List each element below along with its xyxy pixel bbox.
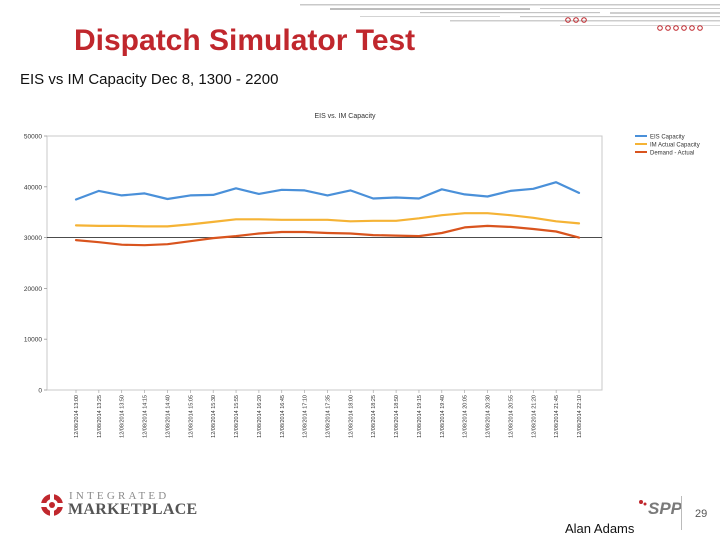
presenter-name: Alan Adams [565,521,635,536]
y-tick-label: 20000 [24,286,42,293]
series-line [74,224,581,247]
x-tick-label: 12/08/2014 19:15 [417,395,423,438]
spp-logo-text: SPP [648,499,683,518]
x-tick-label: 12/08/2014 20:05 [463,395,469,438]
deco-line-8 [450,20,720,22]
page-number: 29 [695,508,708,520]
logo-text-integrated: INTEGRATED [69,490,170,502]
plot-frame [46,135,603,391]
deco-line-6 [360,16,500,17]
x-tick-label: 12/08/2014 16:45 [280,395,286,438]
y-tick-label: 40000 [24,184,42,191]
header-decoration-lines [300,4,720,26]
series-line [74,212,581,228]
x-tick-label: 12/08/2014 18:50 [394,395,400,438]
x-tick-label: 12/08/2014 13:00 [74,395,80,438]
x-tick-label: 12/08/2014 15:05 [188,395,194,438]
logo-text-marketplace: MARKETPLACE [68,501,198,518]
deco-line-1 [300,4,720,6]
y-tick-label: 0 [38,388,42,395]
slide-title: Dispatch Simulator Test [74,24,416,57]
slide-subtitle: EIS vs IM Capacity Dec 8, 1300 - 2200 [20,71,279,88]
x-tick-label: 12/08/2014 21:45 [554,395,560,438]
x-tick-label: 12/08/2014 13:25 [97,395,103,438]
footer-divider [681,496,682,530]
x-tick-label: 12/08/2014 16:20 [257,395,263,438]
header-decoration-dots-left [565,17,587,23]
x-tick-label: 12/08/2014 14:40 [165,395,171,438]
line-chart: EIS vs. IM Capacity 50000 40000 30000 20000 1… [24,113,700,438]
x-tick-label: 12/08/2014 14:15 [143,395,149,438]
chart-title: EIS vs. IM Capacity [314,113,376,120]
deco-line-7 [520,16,720,18]
header-decoration-dots-right [657,25,703,31]
x-tick-label: 12/08/2014 20:55 [508,395,514,438]
deco-line-9 [560,25,720,26]
y-tick-label: 10000 [24,337,42,344]
x-tick-label: 12/08/2014 18:00 [348,395,354,438]
x-tick-label: 12/08/2014 21:20 [531,395,537,438]
x-tick-label: 12/08/2014 15:55 [234,395,240,438]
series-line [74,181,581,201]
legend-label: EIS Capacity [650,134,685,140]
x-tick-label: 12/08/2014 18:25 [371,395,377,438]
marketplace-emblem-icon [41,494,63,516]
x-tick-label: 12/08/2014 15:30 [211,395,217,438]
y-tick-label: 30000 [24,235,42,242]
deco-line-5 [610,12,720,14]
x-tick-label: 12/08/2014 17:10 [303,395,309,438]
legend-label: IM Actual Capacity [650,142,700,148]
x-tick-label: 12/08/2014 20:30 [486,395,492,438]
spp-star-icon [639,500,647,506]
legend-label: Demand - Actual [650,150,694,156]
header-decoration [300,4,720,31]
x-tick-label: 12/08/2014 17:35 [326,395,332,438]
deco-line-4 [420,12,600,14]
deco-line-2 [330,8,530,10]
y-tick-label: 50000 [24,134,42,141]
x-tick-label: 12/08/2014 19:40 [440,395,446,438]
x-tick-label: 12/08/2014 22:10 [577,395,583,438]
x-tick-label: 12/08/2014 13:50 [120,395,126,438]
deco-line-3 [540,8,720,9]
